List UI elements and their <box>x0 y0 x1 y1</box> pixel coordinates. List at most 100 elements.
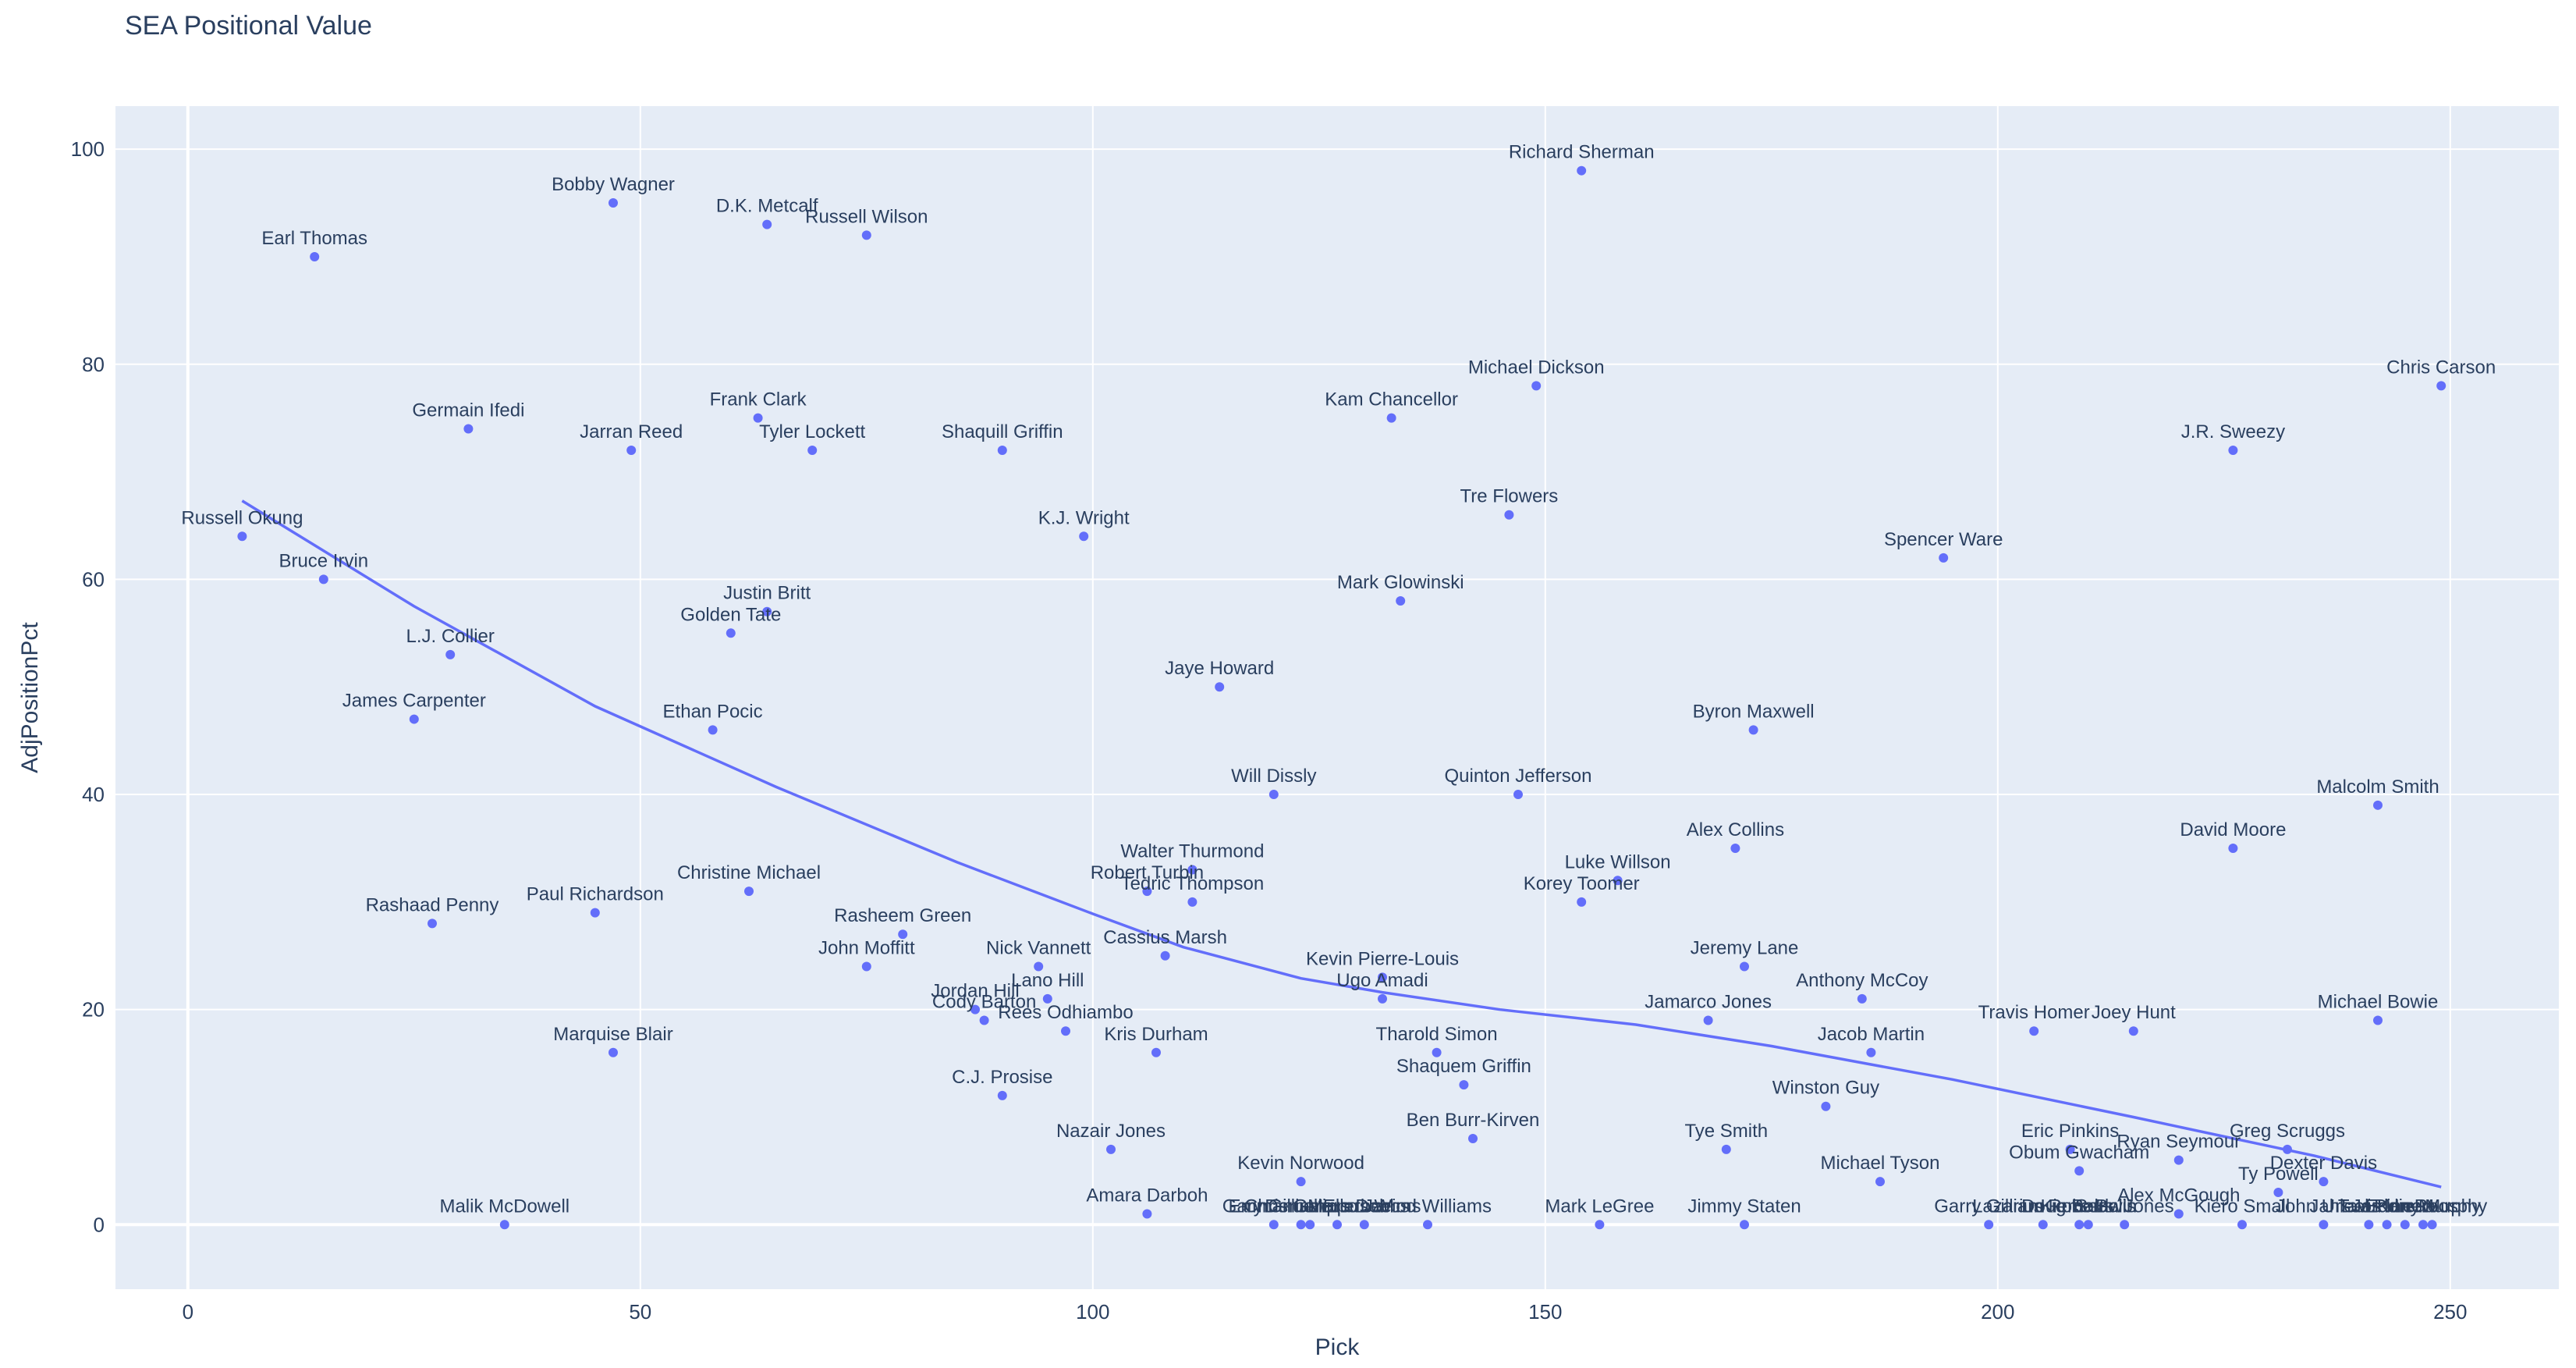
data-point[interactable] <box>1423 1220 1432 1230</box>
data-point[interactable] <box>1187 865 1198 875</box>
data-point[interactable] <box>2074 1220 2085 1230</box>
data-point[interactable] <box>463 424 474 434</box>
data-point[interactable] <box>1296 1220 1306 1230</box>
data-point[interactable] <box>1748 725 1758 735</box>
data-point[interactable] <box>1595 1220 1605 1230</box>
data-point[interactable] <box>1061 1026 1070 1036</box>
data-point[interactable] <box>1613 876 1623 886</box>
data-point[interactable] <box>2373 800 2383 810</box>
data-point[interactable] <box>2128 1026 2138 1036</box>
data-point[interactable] <box>1268 790 1279 800</box>
data-point[interactable] <box>2237 1220 2247 1230</box>
data-point[interactable] <box>1939 553 1949 563</box>
data-point[interactable] <box>1875 1177 1885 1187</box>
data-point[interactable] <box>1106 1144 1116 1154</box>
data-point[interactable] <box>1378 993 1387 1004</box>
data-point[interactable] <box>2373 1015 2383 1025</box>
data-point[interactable] <box>1079 531 1089 542</box>
data-point[interactable] <box>898 929 908 940</box>
data-point[interactable] <box>997 1090 1007 1100</box>
data-point[interactable] <box>762 219 772 229</box>
point-label: Justin Britt <box>723 583 811 604</box>
data-point[interactable] <box>445 649 456 659</box>
data-point[interactable] <box>1386 413 1396 423</box>
data-point[interactable] <box>979 1015 989 1025</box>
data-point[interactable] <box>1160 950 1170 961</box>
data-point[interactable] <box>1332 1220 1342 1230</box>
data-point[interactable] <box>1740 961 1749 972</box>
data-point[interactable] <box>2173 1155 2184 1165</box>
data-point[interactable] <box>1459 1080 1469 1090</box>
data-point[interactable] <box>2427 1220 2437 1230</box>
data-point[interactable] <box>409 714 419 724</box>
data-point[interactable] <box>2065 1144 2075 1154</box>
data-point[interactable] <box>2038 1220 2048 1230</box>
data-point[interactable] <box>1215 682 1225 692</box>
data-point[interactable] <box>1142 1209 1152 1219</box>
data-point[interactable] <box>2283 1144 2292 1154</box>
data-point[interactable] <box>970 1004 980 1014</box>
data-point[interactable] <box>861 961 871 972</box>
data-point[interactable] <box>1984 1220 1994 1230</box>
data-point[interactable] <box>1866 1047 1876 1057</box>
data-point[interactable] <box>1042 993 1052 1004</box>
data-point[interactable] <box>609 198 618 208</box>
data-point[interactable] <box>2319 1220 2329 1230</box>
data-point[interactable] <box>2418 1220 2428 1230</box>
data-point[interactable] <box>1513 790 1523 800</box>
data-point[interactable] <box>590 908 600 918</box>
data-point[interactable] <box>1268 1220 1279 1230</box>
data-point[interactable] <box>1151 1047 1161 1057</box>
data-point[interactable] <box>708 725 718 735</box>
data-point[interactable] <box>807 446 818 456</box>
data-point[interactable] <box>626 446 637 456</box>
data-point[interactable] <box>1468 1134 1478 1144</box>
data-point[interactable] <box>2382 1220 2392 1230</box>
data-point[interactable] <box>1821 1101 1831 1111</box>
data-point[interactable] <box>2436 381 2446 391</box>
data-point[interactable] <box>1531 381 1542 391</box>
data-point[interactable] <box>753 413 763 423</box>
data-point[interactable] <box>726 628 736 638</box>
data-point[interactable] <box>318 574 328 585</box>
data-point[interactable] <box>2083 1220 2093 1230</box>
data-point[interactable] <box>997 446 1007 456</box>
data-point[interactable] <box>1359 1220 1369 1230</box>
data-point[interactable] <box>744 887 754 897</box>
data-point[interactable] <box>428 919 437 929</box>
data-point[interactable] <box>1504 510 1514 520</box>
data-point[interactable] <box>1378 972 1387 982</box>
data-point[interactable] <box>1577 897 1587 907</box>
data-point[interactable] <box>609 1047 618 1057</box>
data-point[interactable] <box>2120 1220 2130 1230</box>
data-point[interactable] <box>1740 1220 1749 1230</box>
data-point[interactable] <box>1577 165 1587 176</box>
data-point[interactable] <box>1142 887 1152 897</box>
data-point[interactable] <box>1296 1177 1306 1187</box>
data-point[interactable] <box>1721 1144 1731 1154</box>
data-point[interactable] <box>2029 1026 2039 1036</box>
data-point[interactable] <box>1703 1015 1713 1025</box>
point-label: Anthony McCoy <box>1796 970 1928 991</box>
data-point[interactable] <box>1730 843 1740 853</box>
data-point[interactable] <box>2228 446 2238 456</box>
data-point[interactable] <box>310 251 320 261</box>
data-point[interactable] <box>861 230 871 240</box>
data-point[interactable] <box>2173 1209 2184 1219</box>
data-point[interactable] <box>2319 1177 2329 1187</box>
data-point[interactable] <box>499 1220 509 1230</box>
data-point[interactable] <box>1187 897 1198 907</box>
data-point[interactable] <box>2074 1166 2085 1176</box>
data-point[interactable] <box>237 531 247 542</box>
data-point[interactable] <box>1305 1220 1315 1230</box>
data-point[interactable] <box>2228 843 2238 853</box>
point-label: Russell Okung <box>181 507 303 528</box>
data-point[interactable] <box>2273 1187 2283 1197</box>
data-point[interactable] <box>1396 595 1406 606</box>
data-point[interactable] <box>762 606 772 616</box>
data-point[interactable] <box>1034 961 1044 972</box>
data-point[interactable] <box>2364 1220 2374 1230</box>
data-point[interactable] <box>2400 1220 2410 1230</box>
data-point[interactable] <box>1432 1047 1442 1057</box>
data-point[interactable] <box>1857 993 1867 1004</box>
